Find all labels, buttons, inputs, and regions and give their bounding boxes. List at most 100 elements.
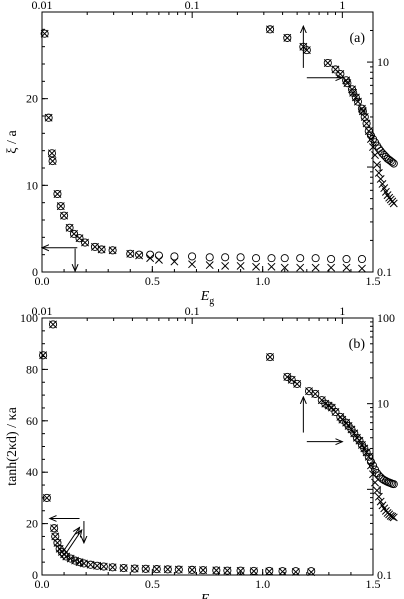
data-point-cross-linear — [236, 566, 245, 575]
plot-frame — [41, 317, 374, 576]
data-point-cross-linear — [252, 262, 261, 271]
x-tick-label: 0.5 — [145, 274, 160, 288]
data-point-circle-log — [265, 353, 275, 362]
data-point-circle-linear — [86, 560, 95, 569]
data-point-cross-log — [293, 379, 302, 388]
data-point-cross-linear — [267, 262, 276, 271]
data-point-cross-log — [388, 512, 397, 521]
data-point-cross-linear — [130, 564, 139, 573]
data-point-circle-linear — [39, 351, 48, 360]
data-point-circle-linear — [342, 254, 351, 264]
data-point-circle-linear — [108, 563, 117, 572]
data-point-circle-log — [360, 444, 369, 453]
data-point-cross-log — [373, 160, 381, 169]
data-point-cross-linear — [221, 261, 230, 270]
data-point-cross-log — [360, 113, 369, 121]
data-point-circle-log — [362, 119, 371, 128]
data-point-circle-linear — [141, 564, 150, 573]
data-point-cross-log — [343, 79, 352, 88]
data-point-cross-linear — [81, 238, 89, 247]
series-circle — [40, 25, 398, 264]
data-point-circle-linear — [48, 320, 58, 329]
data-point-cross-log — [342, 418, 351, 427]
data-point-cross-linear — [311, 263, 320, 272]
data-point-cross-log — [283, 373, 292, 381]
data-point-cross-linear — [327, 263, 336, 272]
data-point-cross-log — [355, 436, 364, 445]
data-point-cross-linear — [49, 320, 57, 329]
data-point-circle-log — [364, 452, 373, 461]
y-tick-label: 80 — [26, 362, 38, 376]
data-point-cross-linear — [75, 234, 84, 243]
y-axis-label: tanh(2κd) / κa — [5, 406, 20, 485]
data-point-cross-log — [266, 25, 274, 34]
right-y-tick-label: 0.1 — [377, 265, 392, 279]
data-point-cross-linear — [358, 264, 366, 273]
data-point-cross-linear — [205, 261, 214, 270]
data-point-cross-linear — [50, 524, 59, 533]
data-point-circle-log — [331, 407, 340, 417]
series-cross — [40, 25, 398, 273]
data-point-cross-linear — [126, 249, 135, 258]
y-tick-label: 20 — [26, 92, 38, 106]
data-point-cross-log — [389, 513, 398, 522]
data-point-cross-log — [362, 119, 371, 128]
data-point-circle-linear — [278, 567, 287, 576]
data-point-cross-linear — [70, 229, 78, 238]
top-x-tick-label: 1 — [339, 0, 345, 12]
data-point-cross-log — [380, 504, 389, 513]
data-point-circle-linear — [251, 254, 261, 263]
data-point-cross-log — [366, 135, 375, 143]
y-tick-label: 20 — [26, 517, 38, 531]
series-circle — [39, 320, 398, 576]
data-point-cross-linear — [135, 251, 144, 260]
data-point-cross-log — [358, 107, 367, 116]
y-tick-label: 10 — [26, 178, 38, 192]
data-point-cross-log — [364, 452, 373, 461]
data-point-cross-linear — [265, 567, 274, 576]
data-point-cross-linear — [44, 113, 53, 122]
top-x-tick-label: 0.01 — [32, 304, 53, 318]
data-point-circle-linear — [296, 254, 305, 263]
right-y-tick-label: 10 — [377, 397, 389, 411]
panel-a: 0.0 0.5 1.0 1.5 0 10 20 0.01 0.1 1 0.1 1 10 Eg ξ / a (a… — [5, 0, 398, 307]
x-tick-label: 0.0 — [35, 577, 50, 591]
data-point-cross-log — [369, 470, 377, 479]
data-point-cross-log — [347, 425, 356, 434]
data-point-cross-linear — [146, 254, 155, 263]
data-point-cross-linear — [47, 149, 56, 158]
y-tick-label: 60 — [26, 414, 38, 428]
data-point-cross-linear — [278, 567, 287, 576]
data-point-circle-log — [389, 159, 398, 168]
x-tick-label: 0.0 — [35, 274, 50, 288]
data-point-cross-linear — [342, 263, 351, 272]
data-point-cross-linear — [97, 245, 106, 254]
data-point-cross-linear — [86, 560, 95, 569]
data-point-cross-linear — [296, 263, 305, 272]
data-point-cross-linear — [40, 29, 49, 38]
data-point-cross-linear — [75, 558, 84, 567]
data-point-cross-log — [349, 88, 358, 97]
data-point-circle-linear — [130, 564, 139, 573]
panel-label: (b) — [349, 337, 366, 352]
data-point-cross-log — [389, 199, 398, 208]
top-x-tick-label: 0.1 — [185, 0, 200, 12]
data-point-cross-linear — [291, 567, 300, 576]
data-point-circle-log — [323, 58, 332, 68]
x-tick-label: 1.0 — [255, 274, 270, 288]
data-point-cross-log — [287, 375, 296, 384]
data-point-cross-linear — [108, 563, 117, 572]
data-point-cross-log — [374, 492, 383, 501]
data-point-cross-log — [283, 33, 292, 42]
top-x-tick-label: 1 — [339, 304, 345, 318]
data-point-cross-linear — [223, 566, 232, 575]
data-point-circle-log — [388, 158, 397, 167]
data-point-circle-log — [351, 93, 360, 102]
data-point-cross-linear — [152, 565, 161, 574]
data-point-cross-log — [323, 59, 332, 67]
data-point-circle-log — [293, 379, 302, 388]
data-point-circle-linear — [357, 254, 367, 264]
right-y-tick-label: 1 — [377, 482, 383, 496]
